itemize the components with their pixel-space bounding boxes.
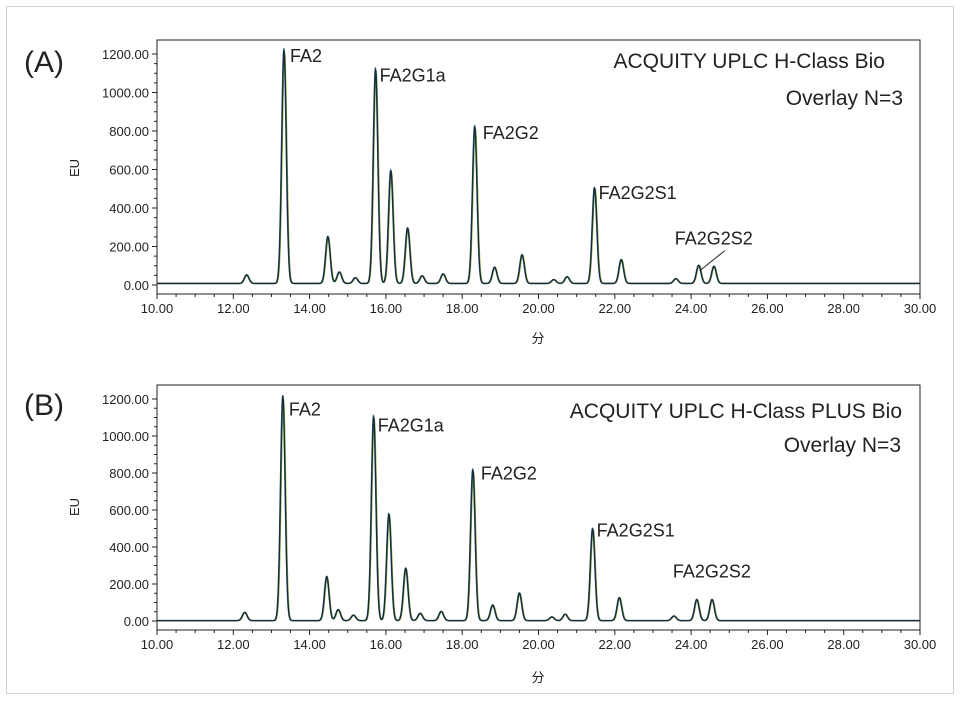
- peak-annotations: FA2 FA2G1a FA2G2 FA2G2S1 FA2G2S2: [289, 399, 751, 581]
- x-tick-label: 22.00: [599, 637, 632, 652]
- x-tick-label: 20.00: [522, 301, 555, 316]
- x-tick-label: 12.00: [217, 637, 250, 652]
- overlay-label: Overlay N=3: [784, 434, 901, 457]
- x-tick-label: 18.00: [446, 637, 479, 652]
- peak-label: FA2G2: [481, 463, 537, 483]
- chart-panel-a: (A) ACQUITY UPLC H-Class Bio Overlay N=3…: [24, 39, 937, 346]
- peak-label: FA2: [290, 46, 322, 66]
- peak-label: FA2G2S2: [675, 229, 753, 249]
- y-tick-label: 600.00: [109, 163, 149, 178]
- x-tick-label: 14.00: [293, 637, 326, 652]
- peak-label: FA2G2S2: [673, 562, 751, 582]
- y-tick-label: 400.00: [109, 201, 149, 216]
- peak-annotations: FA2 FA2G1a FA2G2 FA2G2S1 FA2G2S2: [290, 46, 753, 272]
- peak-label: FA2G2S1: [597, 521, 675, 541]
- x-tick-label: 10.00: [141, 637, 174, 652]
- y-tick-label: 1000.00: [102, 429, 149, 444]
- y-tick-label: 600.00: [109, 503, 149, 518]
- x-tick-label: 26.00: [751, 637, 784, 652]
- trace-run-2: [156, 395, 921, 622]
- figure-frame: [6, 6, 954, 694]
- x-axis-label: 分: [531, 331, 544, 346]
- axes: 10.00 12.00 14.00 16.00 18.00 20.00 22.00 24.00…: [102, 384, 937, 652]
- y-tick-label: 1200.00: [102, 47, 149, 62]
- panel-label: (A): [24, 46, 64, 79]
- x-tick-label: 14.00: [293, 301, 326, 316]
- x-tick-label: 30.00: [904, 637, 937, 652]
- instrument-label: ACQUITY UPLC H-Class PLUS Bio: [570, 400, 902, 423]
- y-tick-label: 0.00: [124, 278, 149, 293]
- y-tick-label: 800.00: [109, 466, 149, 481]
- y-tick-label: 400.00: [109, 540, 149, 555]
- peak-label: FA2G1a: [380, 65, 447, 85]
- peak-label: FA2: [289, 399, 321, 419]
- y-tick-label: 1200.00: [102, 392, 149, 407]
- x-tick-label: 30.00: [904, 301, 937, 316]
- plot-area: [156, 39, 921, 295]
- peak-leader-line: [699, 250, 726, 272]
- x-axis-label: 分: [531, 670, 544, 685]
- trace-run-3: [156, 395, 921, 622]
- x-tick-label: 20.00: [522, 637, 555, 652]
- peak-label: FA2G2: [483, 123, 539, 143]
- peak-label: FA2G2S1: [599, 183, 677, 203]
- trace-run-1: [156, 397, 921, 622]
- x-tick-label: 16.00: [370, 301, 403, 316]
- y-tick-label: 200.00: [109, 577, 149, 592]
- x-tick-label: 22.00: [599, 301, 632, 316]
- panel-label: (B): [24, 389, 64, 422]
- x-tick-label: 12.00: [217, 301, 250, 316]
- x-tick-label: 18.00: [446, 301, 479, 316]
- trace-run-3: [156, 49, 921, 285]
- chart-panel-b: (B) ACQUITY UPLC H-Class PLUS Bio Overla…: [24, 384, 937, 685]
- y-tick-label: 0.00: [124, 614, 149, 629]
- overlay-label: Overlay N=3: [786, 87, 903, 110]
- y-tick-label: 1000.00: [102, 86, 149, 101]
- traces: [156, 47, 921, 285]
- x-tick-label: 24.00: [675, 301, 708, 316]
- y-tick-label: 800.00: [109, 124, 149, 139]
- y-tick-label: 200.00: [109, 240, 149, 255]
- x-tick-label: 10.00: [141, 301, 174, 316]
- y-axis-label: EU: [67, 498, 82, 516]
- axes: 10.00 12.00 14.00 16.00 18.00 20.00 22.00 24.00…: [102, 39, 937, 316]
- x-tick-label: 16.00: [370, 637, 403, 652]
- instrument-label: ACQUITY UPLC H-Class Bio: [613, 50, 885, 73]
- trace-run-2: [156, 47, 921, 285]
- peak-label: FA2G1a: [378, 416, 445, 436]
- y-axis-label: EU: [67, 159, 82, 177]
- x-tick-label: 28.00: [827, 637, 860, 652]
- traces: [156, 395, 921, 622]
- x-tick-label: 24.00: [675, 637, 708, 652]
- x-tick-label: 26.00: [751, 301, 784, 316]
- x-tick-label: 28.00: [827, 301, 860, 316]
